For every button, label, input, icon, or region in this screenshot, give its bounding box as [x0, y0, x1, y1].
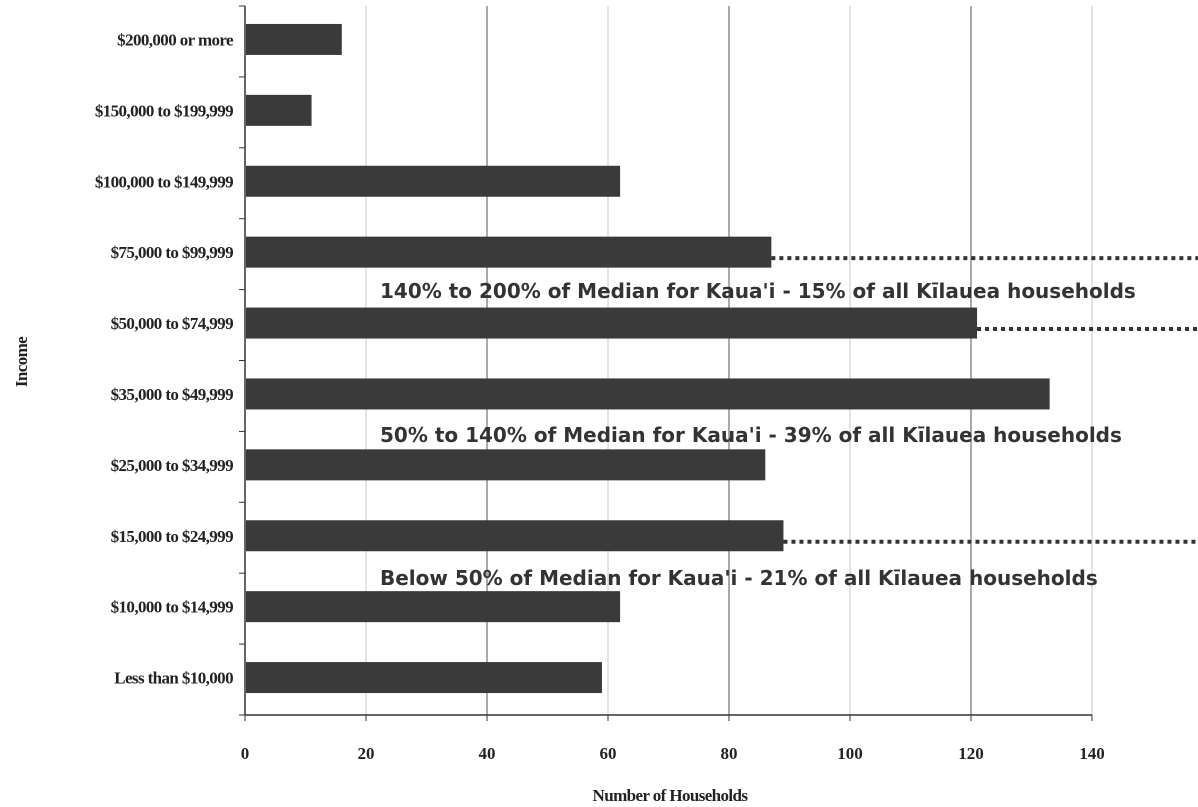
x-tick-label: 40	[479, 744, 496, 763]
x-axis-title: Number of Households	[593, 786, 749, 805]
annotation-140-200: 140% to 200% of Median for Kaua'i - 15% …	[380, 279, 1136, 303]
x-tick-label: 80	[721, 744, 738, 763]
category-label: $75,000 to $99,999	[111, 243, 233, 262]
category-label: $35,000 to $49,999	[111, 385, 233, 404]
category-label: $15,000 to $24,999	[111, 527, 233, 546]
category-label: $10,000 to $14,999	[111, 598, 233, 617]
bar	[246, 449, 766, 481]
gridlines	[365, 6, 1093, 715]
x-tick-label: 0	[241, 744, 250, 763]
bar	[246, 520, 784, 552]
category-label: Less than $10,000	[114, 669, 233, 688]
x-tick-label: 60	[600, 744, 617, 763]
bar	[246, 165, 621, 197]
x-tick-label: 140	[1079, 744, 1105, 763]
bar	[246, 23, 342, 55]
annotation-below-50: Below 50% of Median for Kaua'i - 21% of …	[380, 566, 1098, 590]
category-label: $200,000 or more	[117, 30, 234, 49]
bar	[246, 94, 312, 126]
annotation-50-140: 50% to 140% of Median for Kaua'i - 39% o…	[380, 423, 1122, 447]
category-label: $100,000 to $149,999	[95, 172, 233, 191]
bars	[246, 23, 1050, 694]
category-label: $150,000 to $199,999	[95, 101, 233, 120]
x-tick-labels: 0 20 40 60 80 100 120 140	[241, 744, 1105, 763]
bar	[246, 307, 978, 339]
y-axis-title: Income	[12, 336, 31, 387]
x-tick-label: 120	[958, 744, 984, 763]
bracket-dividers	[771, 256, 1198, 544]
bar	[246, 378, 1050, 410]
category-label: $50,000 to $74,999	[111, 314, 233, 333]
x-tick-label: 100	[837, 744, 863, 763]
axes	[239, 5, 1093, 721]
bar	[246, 236, 772, 268]
category-label: $25,000 to $34,999	[111, 456, 233, 475]
x-tick-label: 20	[358, 744, 375, 763]
bar	[246, 662, 602, 694]
category-labels: $200,000 or more $150,000 to $199,999 $100…	[95, 30, 235, 688]
bar	[246, 591, 621, 623]
